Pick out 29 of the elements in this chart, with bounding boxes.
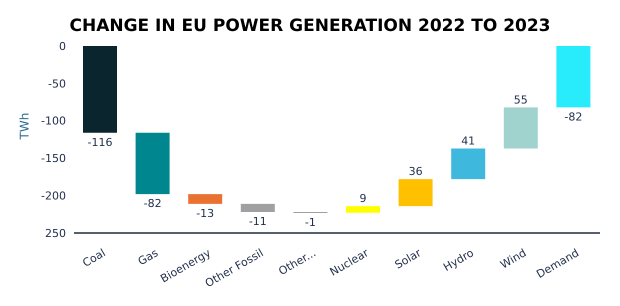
y-tick-label: 0: [59, 40, 66, 53]
data-label: -11: [248, 215, 267, 228]
bar: [240, 204, 275, 212]
data-label: -82: [564, 110, 582, 124]
y-tick-label: -200: [41, 190, 66, 203]
data-label: -13: [196, 206, 214, 220]
data-label: -116: [88, 136, 112, 149]
bar: [188, 194, 222, 204]
bar: [136, 132, 170, 194]
data-label: 55: [514, 93, 528, 106]
bar: [451, 148, 486, 180]
bar: [398, 179, 433, 206]
y-tick-label: -50: [48, 77, 66, 90]
x-tick-label: Coal: [80, 246, 108, 270]
y-tick-label: -150: [41, 152, 66, 166]
y-tick-label: -100: [41, 114, 66, 128]
bar: [504, 107, 538, 148]
data-label: 9: [360, 192, 366, 206]
data-label: 41: [461, 134, 476, 148]
chart-title: CHANGE IN EU POWER GENERATION 2022 TO 2023: [68, 15, 552, 36]
x-tick-label: Gas: [136, 246, 161, 268]
bar: [556, 46, 590, 108]
y-axis-title: TWh: [17, 112, 32, 140]
bar: [83, 46, 117, 133]
data-label: -82: [144, 197, 162, 210]
bar: [346, 206, 380, 213]
y-tick-label: 250: [45, 226, 66, 240]
data-label: -1: [304, 216, 316, 229]
data-label: 36: [408, 165, 423, 178]
